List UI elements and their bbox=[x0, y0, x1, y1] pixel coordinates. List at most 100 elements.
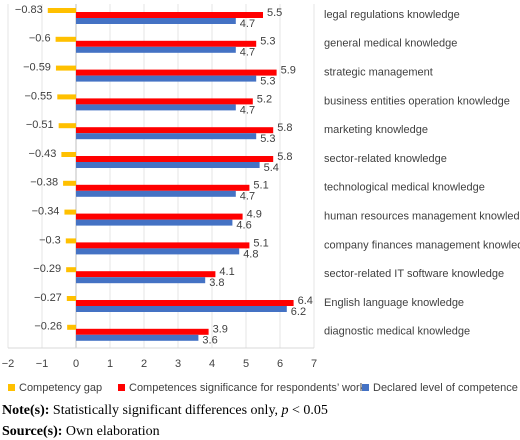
category-label: sector-related knowledge bbox=[324, 153, 447, 165]
bar bbox=[55, 36, 76, 42]
data-label: 5.1 bbox=[253, 237, 268, 249]
category-label: sector-related IT software knowledge bbox=[324, 268, 504, 280]
bar bbox=[76, 190, 236, 197]
category-label: technological medical knowledge bbox=[324, 182, 485, 194]
data-label: −0.6 bbox=[29, 33, 51, 45]
category-label: diagnostic medical knowledge bbox=[324, 326, 470, 338]
bar bbox=[76, 271, 216, 278]
bar bbox=[76, 162, 260, 168]
data-label: 3.8 bbox=[209, 277, 224, 289]
bar bbox=[76, 69, 277, 76]
data-label: −0.3 bbox=[39, 234, 61, 246]
bar bbox=[76, 12, 263, 18]
data-label: 4.1 bbox=[219, 266, 234, 278]
bar bbox=[76, 277, 206, 284]
x-tick-label: −2 bbox=[2, 358, 15, 370]
note-text: Statistically significant differences on… bbox=[49, 403, 281, 418]
bar bbox=[47, 8, 76, 13]
note: Note(s): Statistically significant diffe… bbox=[2, 403, 328, 418]
data-label: 5.8 bbox=[277, 122, 292, 134]
data-label: 4.7 bbox=[240, 18, 255, 30]
x-tick-label: 4 bbox=[209, 358, 215, 370]
data-label: 6.4 bbox=[298, 295, 313, 307]
source: Source(s): Own elaboration bbox=[2, 424, 160, 439]
legend-swatch bbox=[118, 384, 125, 391]
x-tick-label: 6 bbox=[277, 358, 283, 370]
data-label: −0.59 bbox=[23, 62, 51, 74]
bar bbox=[76, 40, 257, 47]
legend-label: Declared level of competence bbox=[373, 382, 518, 394]
bar bbox=[65, 238, 76, 244]
data-label: 4.8 bbox=[243, 248, 258, 260]
data-label: −0.51 bbox=[26, 119, 54, 131]
data-label: 5.8 bbox=[277, 151, 292, 163]
x-tick-label: 0 bbox=[73, 358, 79, 370]
bar bbox=[76, 75, 257, 82]
bar bbox=[76, 184, 250, 191]
bar bbox=[66, 267, 76, 273]
bar bbox=[57, 94, 76, 100]
bar bbox=[76, 219, 233, 226]
x-tick-label: 7 bbox=[311, 358, 317, 370]
data-label: 4.7 bbox=[240, 104, 255, 116]
category-label: strategic management bbox=[324, 67, 433, 79]
data-label: 5.3 bbox=[260, 76, 275, 88]
note-label: Note(s): bbox=[2, 403, 49, 418]
bar bbox=[76, 300, 294, 306]
bar bbox=[76, 156, 274, 162]
legend-label: Competency gap bbox=[19, 382, 102, 394]
data-label: 6.2 bbox=[291, 306, 306, 318]
note-rest: < 0.05 bbox=[289, 403, 328, 418]
legend-swatch bbox=[8, 384, 15, 391]
data-label: 3.9 bbox=[213, 324, 228, 336]
x-tick-label: 3 bbox=[175, 358, 181, 370]
category-label: English language knowledge bbox=[324, 297, 464, 309]
bar bbox=[76, 334, 199, 341]
data-label: 5.2 bbox=[257, 93, 272, 105]
bar bbox=[76, 98, 253, 105]
data-label: 5.3 bbox=[260, 133, 275, 145]
bar bbox=[76, 242, 250, 249]
data-label: −0.43 bbox=[29, 148, 57, 160]
data-label: −0.83 bbox=[15, 4, 43, 16]
data-label: −0.29 bbox=[33, 263, 61, 275]
bar bbox=[63, 180, 76, 186]
bar bbox=[76, 328, 209, 335]
source-text: Own elaboration bbox=[62, 424, 159, 439]
data-label: 5.5 bbox=[267, 7, 282, 19]
legend-swatch bbox=[362, 384, 369, 391]
bar bbox=[76, 46, 236, 53]
category-label: general medical knowledge bbox=[324, 38, 457, 50]
source-label: Source(s): bbox=[2, 424, 62, 439]
data-label: 4.7 bbox=[240, 47, 255, 59]
category-label: marketing knowledge bbox=[324, 124, 428, 136]
category-label: human resources management knowledge bbox=[324, 211, 520, 223]
data-label: −0.27 bbox=[34, 292, 62, 304]
bar bbox=[76, 248, 240, 255]
category-label: legal regulations knowledge bbox=[324, 9, 460, 21]
bar bbox=[66, 296, 76, 301]
data-label: −0.34 bbox=[32, 206, 60, 218]
data-label: 5.4 bbox=[264, 162, 279, 174]
category-label: company finances management knowledge bbox=[324, 239, 520, 251]
data-label: −0.38 bbox=[30, 177, 58, 189]
bar bbox=[64, 209, 76, 215]
data-label: 4.9 bbox=[247, 209, 262, 221]
data-label: 5.1 bbox=[253, 180, 268, 192]
data-label: 4.6 bbox=[236, 220, 251, 232]
bar bbox=[55, 65, 76, 71]
data-label: 5.9 bbox=[281, 65, 296, 77]
bar bbox=[67, 324, 76, 330]
data-label: −0.55 bbox=[24, 90, 52, 102]
legend-label: Competences significance for respondents… bbox=[129, 382, 366, 394]
bar bbox=[58, 123, 76, 129]
x-tick-label: 5 bbox=[243, 358, 249, 370]
bar bbox=[61, 152, 76, 157]
x-tick-label: 2 bbox=[141, 358, 147, 370]
data-label: −0.26 bbox=[34, 321, 62, 333]
x-tick-label: −1 bbox=[36, 358, 49, 370]
bar bbox=[76, 306, 287, 312]
category-label: business entities operation knowledge bbox=[324, 95, 510, 107]
bar bbox=[76, 104, 236, 111]
